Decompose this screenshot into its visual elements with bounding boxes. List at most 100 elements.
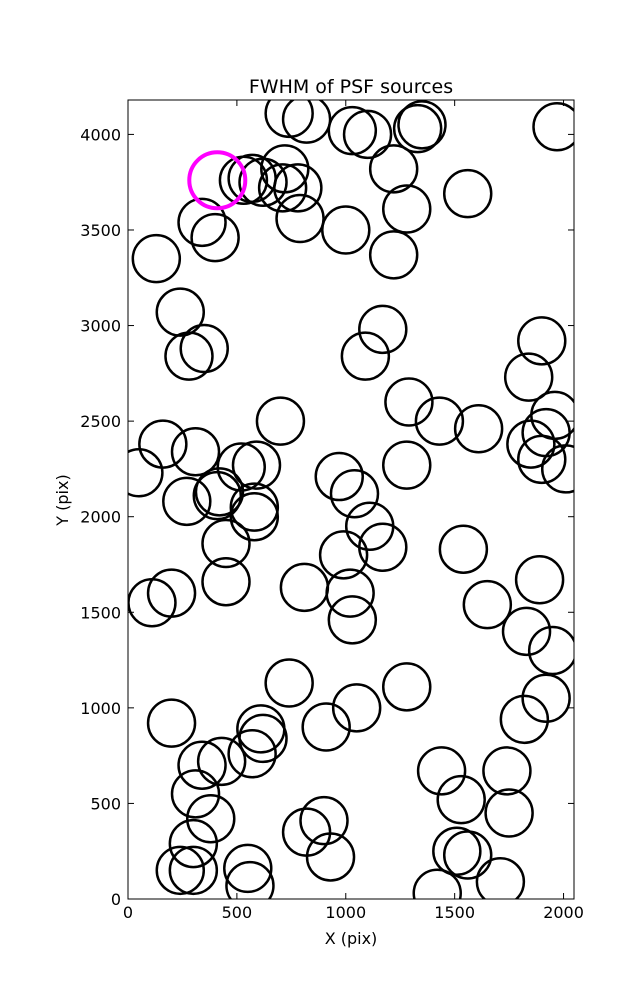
- psf-source-59: [514, 555, 565, 605]
- y-axis: 0 500 1000 1500 2000 2500 3000 3500 4000: [80, 125, 574, 909]
- psf-source-42: [229, 491, 280, 542]
- psf-source-5: [397, 100, 447, 150]
- psf-source-10: [260, 144, 310, 194]
- psf-source-15: [382, 184, 432, 234]
- y-tick-label-1000: 1000: [80, 699, 121, 718]
- psf-source-17: [177, 197, 227, 248]
- x-axis-label: X (pix): [325, 929, 378, 948]
- psf-source-21: [131, 233, 182, 284]
- psf-source-24: [179, 323, 229, 374]
- psf-source-70: [412, 868, 462, 899]
- psf-source-60: [527, 625, 574, 676]
- psf-source-43: [201, 518, 251, 569]
- psf-source-71: [382, 662, 432, 712]
- x-axis: 0 500 1000 1500 2000: [123, 100, 584, 922]
- psf-source-19: [321, 205, 371, 255]
- psf-source-83: [168, 818, 219, 869]
- psf-source-11: [257, 163, 308, 213]
- psf-source-79: [177, 740, 227, 790]
- x-tick-label-1500: 1500: [434, 903, 475, 922]
- psf-source-57: [462, 579, 513, 630]
- psf-source-27: [517, 316, 567, 366]
- psf-source-74: [264, 658, 314, 708]
- x-tick-label-1000: 1000: [325, 903, 366, 922]
- psf-source-58: [501, 606, 552, 657]
- psf-source-46: [344, 501, 395, 552]
- y-tick-label-2500: 2500: [80, 412, 121, 431]
- psf-source-33: [138, 419, 188, 469]
- psf-source-80: [146, 698, 197, 748]
- psf-source-52: [279, 562, 330, 613]
- psf-source-13: [275, 193, 325, 244]
- psf-source-23: [164, 331, 214, 381]
- psf-source-94: [530, 390, 574, 441]
- y-tick-label-3500: 3500: [80, 221, 121, 240]
- psf-source-53: [201, 556, 251, 607]
- psf-source-36: [162, 476, 212, 527]
- psf-source-88: [281, 807, 332, 857]
- psf-source-48: [382, 440, 432, 490]
- psf-source-20: [368, 230, 419, 280]
- psf-source-81: [170, 769, 221, 819]
- psf-source-93: [521, 407, 571, 458]
- x-tick-label-500: 500: [222, 903, 253, 922]
- psf-source-65: [475, 857, 526, 899]
- psf-source-63: [482, 746, 532, 796]
- psf-source-56: [438, 524, 489, 574]
- psf-source-49: [318, 530, 369, 580]
- psf-source-76: [238, 713, 288, 764]
- psf-source-90: [305, 832, 356, 882]
- psf-source-41: [229, 482, 280, 532]
- psf-source-69: [442, 830, 493, 880]
- chart-title: FWHM of PSF sources: [249, 76, 453, 98]
- psf-source-44: [314, 451, 364, 502]
- psf-source-0: [264, 100, 314, 139]
- y-tick-label-3000: 3000: [80, 317, 121, 336]
- psf-source-61: [521, 673, 571, 724]
- psf-source-32: [255, 396, 306, 446]
- psf-source-73: [301, 702, 351, 752]
- psf-source-14: [368, 144, 419, 194]
- psf-source-47: [358, 522, 408, 573]
- psf-source-85: [168, 845, 219, 896]
- psf-source-16: [442, 168, 493, 219]
- plot-frame: [127, 99, 575, 900]
- psf-source-91: [506, 419, 556, 469]
- psf-source-75: [236, 704, 286, 754]
- psf-source-77: [227, 728, 277, 779]
- psf-source-84: [155, 845, 206, 896]
- psf-source-66: [416, 746, 467, 796]
- psf-source-86: [223, 843, 273, 894]
- psf-source-51: [327, 595, 378, 645]
- psf-source-25: [340, 331, 391, 381]
- psf-source-18: [190, 212, 240, 263]
- psf-source-55: [128, 577, 177, 628]
- psf-source-30: [414, 396, 465, 446]
- y-tick-label-2000: 2000: [80, 508, 121, 527]
- psf-source-45: [329, 469, 380, 519]
- psf-source-62: [499, 694, 550, 745]
- psf-source-4: [392, 103, 443, 154]
- y-tick-label-0: 0: [111, 890, 121, 909]
- psf-source-72: [331, 683, 382, 733]
- highlighted-source-0: [187, 150, 248, 211]
- psf-source-89: [299, 795, 349, 846]
- psf-source-35: [170, 426, 221, 477]
- psf-source-1: [281, 100, 332, 144]
- psf-source-3: [342, 109, 393, 160]
- psf-source-38: [194, 467, 245, 517]
- x-tick-label-0: 0: [123, 903, 133, 922]
- psf-source-39: [216, 442, 266, 492]
- psf-source-26: [358, 304, 408, 355]
- psf-source-29: [384, 377, 434, 427]
- psf-source-67: [436, 774, 486, 825]
- psf-source-28: [503, 352, 554, 402]
- y-axis-label: Y (pix): [53, 474, 72, 526]
- y-tick-label-4000: 4000: [80, 125, 121, 144]
- psf-source-64: [484, 788, 534, 838]
- psf-source-82: [186, 793, 236, 844]
- psf-source-87: [225, 860, 275, 899]
- y-tick-label-500: 500: [90, 794, 121, 813]
- psf-source-34: [128, 447, 164, 498]
